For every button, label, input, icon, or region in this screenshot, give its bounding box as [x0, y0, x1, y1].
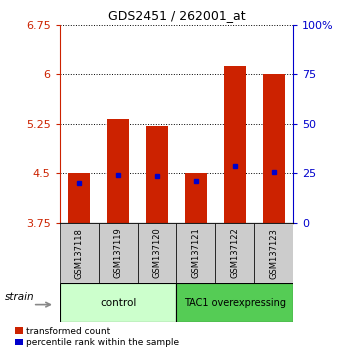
Text: GSM137120: GSM137120 [152, 228, 162, 279]
Text: GSM137123: GSM137123 [269, 228, 278, 279]
Text: control: control [100, 298, 136, 308]
Bar [177, 283, 293, 322]
Text: GSM137121: GSM137121 [191, 228, 201, 279]
Bar [177, 223, 216, 283]
Bar [216, 223, 254, 283]
Bar [146, 126, 168, 223]
Bar [224, 67, 246, 223]
Bar [99, 223, 137, 283]
Bar [69, 173, 90, 223]
Bar [60, 223, 99, 283]
Text: TAC1 overexpressing: TAC1 overexpressing [184, 298, 286, 308]
Bar [254, 223, 293, 283]
Text: GSM137119: GSM137119 [114, 228, 122, 279]
Bar [60, 283, 177, 322]
Text: GSM137118: GSM137118 [75, 228, 84, 279]
Legend: transformed count, percentile rank within the sample: transformed count, percentile rank withi… [15, 327, 180, 347]
Bar [185, 173, 207, 223]
Text: strain: strain [5, 292, 34, 302]
Bar [107, 119, 129, 223]
Title: GDS2451 / 262001_at: GDS2451 / 262001_at [108, 9, 245, 22]
Bar [137, 223, 177, 283]
Text: GSM137122: GSM137122 [231, 228, 239, 279]
Bar [263, 74, 284, 223]
